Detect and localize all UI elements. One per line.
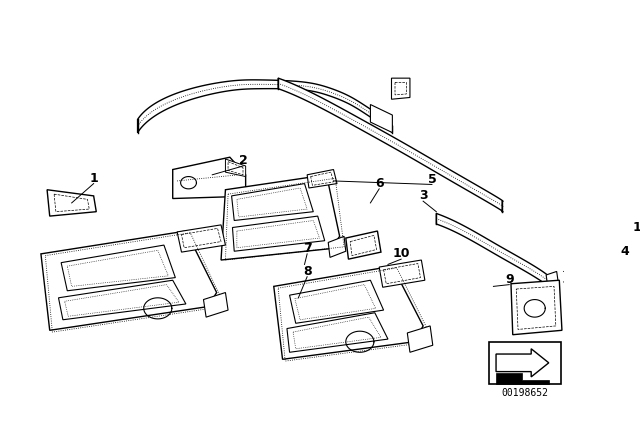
Text: 6: 6 [375,177,383,190]
Text: 7: 7 [303,242,312,255]
Polygon shape [221,175,340,260]
Polygon shape [287,313,388,352]
Polygon shape [274,266,423,359]
Polygon shape [436,213,550,288]
Text: 4: 4 [621,245,630,258]
Text: 10: 10 [392,247,410,260]
Polygon shape [307,169,337,188]
Polygon shape [379,260,425,287]
Polygon shape [496,373,548,384]
Text: 2: 2 [239,154,248,167]
Text: 5: 5 [428,172,436,185]
Polygon shape [328,236,346,258]
Text: 8: 8 [303,265,312,278]
Polygon shape [511,280,562,335]
Polygon shape [177,225,225,252]
Polygon shape [61,245,175,291]
Polygon shape [566,284,609,320]
Polygon shape [371,104,392,133]
Text: 3: 3 [419,190,428,202]
Polygon shape [289,280,383,323]
Polygon shape [232,216,324,251]
Polygon shape [173,157,246,198]
Polygon shape [546,271,559,287]
Bar [489,342,561,384]
Polygon shape [47,190,96,216]
Text: 00198652: 00198652 [502,388,548,398]
Polygon shape [204,293,228,317]
Polygon shape [232,184,314,220]
Polygon shape [407,326,433,352]
Polygon shape [346,231,381,259]
Polygon shape [41,231,217,330]
Polygon shape [225,159,246,177]
Text: 9: 9 [505,273,513,286]
Polygon shape [138,80,392,133]
Polygon shape [58,280,186,320]
Text: 11: 11 [632,221,640,234]
Polygon shape [392,78,410,99]
Polygon shape [278,78,503,212]
Text: 1: 1 [89,172,98,185]
